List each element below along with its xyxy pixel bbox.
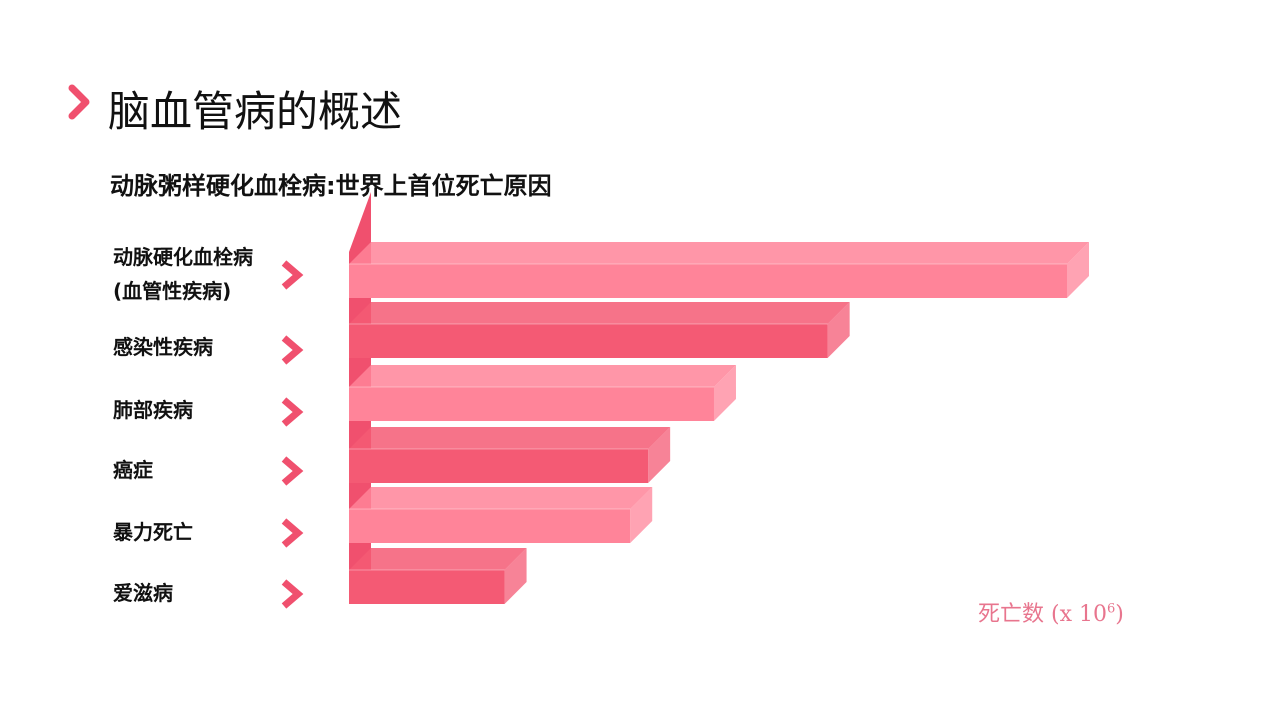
category-label: 感染性疾病 bbox=[113, 330, 278, 364]
bar-front-face bbox=[349, 449, 649, 483]
category-label-line: 暴力死亡 bbox=[113, 520, 193, 544]
category-label-line: 爱滋病 bbox=[113, 581, 173, 605]
bar-front-face bbox=[349, 264, 1067, 298]
bar bbox=[349, 242, 1089, 298]
category-label-line: 感染性疾病 bbox=[113, 335, 213, 359]
bar-top-face bbox=[349, 302, 850, 324]
chart-title: 动脉粥样硬化血栓病:世界上首位死亡原因 bbox=[110, 172, 552, 200]
bar-top-face bbox=[349, 487, 653, 509]
bar bbox=[349, 302, 850, 358]
bar-side-face bbox=[1067, 242, 1089, 298]
unit-label: 死亡数 (x 106) bbox=[978, 596, 1124, 628]
category-label-line: 癌症 bbox=[113, 458, 153, 482]
bar-top-face bbox=[349, 242, 1089, 264]
bar-side-face bbox=[713, 365, 736, 421]
page-title: 脑血管病的概述 bbox=[108, 87, 403, 136]
row-chevron-icon bbox=[281, 518, 304, 548]
bar bbox=[349, 487, 653, 543]
title-chevron-icon bbox=[68, 84, 90, 120]
row-chevron-icon bbox=[281, 335, 304, 365]
category-label-line: 肺部疾病 bbox=[113, 398, 193, 422]
category-label: 癌症 bbox=[113, 453, 278, 487]
bar-side-face bbox=[504, 548, 527, 604]
bar-top-face bbox=[349, 548, 527, 570]
bar-side-face bbox=[827, 302, 850, 358]
category-label: 暴力死亡 bbox=[113, 515, 278, 549]
bar bbox=[349, 365, 736, 421]
bar-side-face bbox=[630, 487, 653, 543]
category-label: 动脉硬化血栓病 (血管性疾病) bbox=[113, 240, 278, 308]
bar-front-face bbox=[349, 570, 505, 604]
row-chevron-icon bbox=[281, 456, 304, 486]
category-label: 爱滋病 bbox=[113, 576, 278, 610]
category-label-line: (血管性疾病) bbox=[113, 279, 232, 303]
bar-top-face bbox=[349, 365, 736, 387]
row-chevron-icon bbox=[281, 579, 304, 609]
row-chevron-icon bbox=[281, 260, 304, 290]
bar-front-face bbox=[349, 324, 828, 358]
bar-front-face bbox=[349, 387, 714, 421]
category-label: 肺部疾病 bbox=[113, 393, 278, 427]
bar-side-face bbox=[648, 427, 671, 483]
bar-top-face bbox=[349, 427, 671, 449]
category-label-line: 动脉硬化血栓病 bbox=[113, 245, 253, 269]
unit-label-text: 死亡数 (x 10 bbox=[978, 602, 1107, 627]
unit-label-exponent: 6 bbox=[1106, 601, 1116, 617]
bar-front-face bbox=[349, 509, 631, 543]
row-chevron-icon bbox=[281, 397, 304, 427]
bar bbox=[349, 548, 527, 604]
bar bbox=[349, 427, 671, 483]
unit-label-close: ) bbox=[1115, 602, 1124, 627]
